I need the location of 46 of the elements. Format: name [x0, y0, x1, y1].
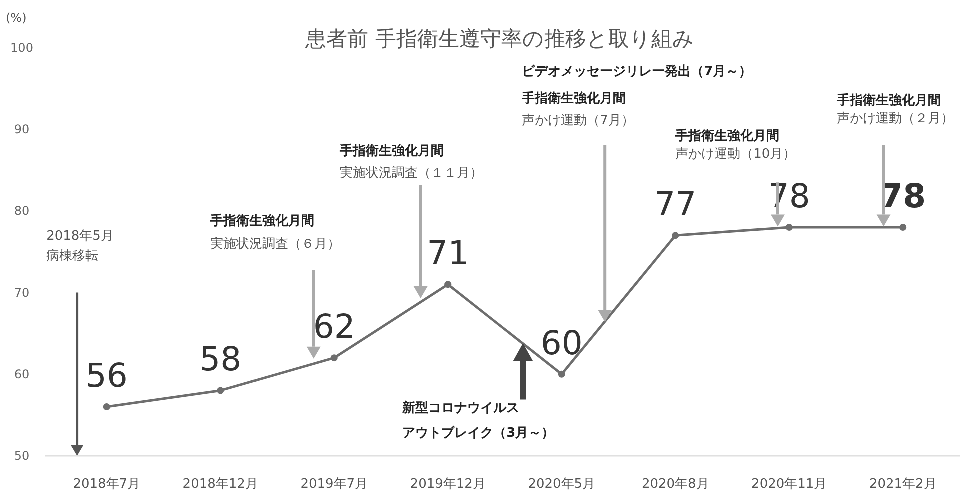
annotation: 実施状況調査（１１月）	[340, 164, 484, 181]
data-label: 62	[313, 307, 356, 346]
y-tick-label: 100	[10, 41, 34, 55]
x-tick-label: 2020年5月	[528, 477, 596, 492]
y-axis-title: (%)	[6, 11, 27, 25]
point	[558, 370, 566, 378]
data-label: 77	[654, 184, 697, 224]
y-tick-label: 50	[14, 449, 30, 463]
annotation: 声かけ運動（２月）	[837, 111, 954, 126]
annotation: 手指衛生強化月間	[339, 142, 444, 159]
data-label: 71	[427, 234, 470, 273]
x-tick-label: 2019年12月	[410, 477, 486, 492]
x-tick-label: 2020年11月	[752, 477, 828, 492]
x-tick-label: 2018年12月	[182, 477, 258, 492]
point	[330, 354, 338, 362]
x-tick-label: 2020年8月	[642, 477, 710, 492]
y-tick-label: 90	[14, 122, 30, 137]
data-label: 78	[880, 176, 926, 216]
point	[217, 387, 224, 394]
y-tick-label: 60	[14, 367, 30, 382]
annotation: 声かけ運動（10月）	[676, 147, 796, 162]
point	[672, 232, 680, 240]
annotation: 手指衛生強化月間	[674, 128, 780, 144]
annotation: 病棟移転	[46, 249, 99, 264]
data-label: 56	[86, 356, 128, 396]
y-tick-label: 80	[14, 204, 30, 218]
point	[103, 404, 110, 411]
point	[444, 281, 452, 288]
annotation: 声かけ運動（7月）	[522, 114, 634, 129]
point	[786, 224, 793, 232]
x-tick-label: 2019年7月	[300, 477, 368, 492]
annotation: 実施状況調査（６月）	[210, 236, 340, 252]
annotation: 手指衛生強化月間	[521, 90, 626, 107]
x-tick-label: 2021年2月	[869, 477, 937, 492]
x-tick-label: 2018年7月	[73, 477, 141, 492]
y-tick-label: 70	[14, 286, 30, 300]
data-label: 58	[200, 340, 242, 379]
annotation: 2018年5月	[46, 228, 114, 244]
annotation: 新型コロナウイルス	[402, 400, 520, 416]
annotation: ビデオメッセージリレー発出（7月～）	[522, 64, 752, 80]
annotation: 手指衛生強化月間	[209, 213, 314, 230]
annotation: 手指衛生強化月間	[836, 92, 942, 108]
annotation: アウトブレイク（3月～）	[402, 425, 555, 442]
data-label: 60	[540, 323, 583, 362]
point	[900, 224, 907, 232]
chart-title: 患者前 手指衛生遵守率の推移と取り組み	[304, 27, 694, 51]
